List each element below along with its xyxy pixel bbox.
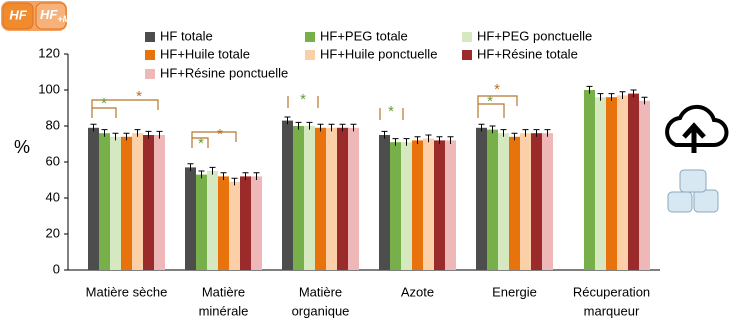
ice-icon [668, 170, 718, 212]
significance-star: * [101, 95, 107, 112]
x-tick-label: minérale [199, 303, 249, 318]
bar [143, 135, 154, 270]
legend-swatch [305, 32, 315, 42]
y-tick-label: 60 [46, 153, 60, 168]
legend-label: HF+Huile ponctuelle [320, 46, 437, 61]
significance-star: * [388, 103, 394, 120]
bar [412, 140, 423, 270]
bar [282, 121, 293, 270]
legend-label: HF totale [160, 28, 213, 43]
legend-label: HF+Résine ponctuelle [160, 65, 288, 80]
bar [229, 182, 240, 270]
significance-star: * [494, 81, 500, 98]
legend-swatch [145, 69, 155, 79]
bar [337, 128, 348, 270]
bar [185, 167, 196, 270]
bar [99, 133, 110, 270]
significance-star: * [198, 135, 204, 152]
x-tick-label: organique [292, 303, 350, 318]
bar [88, 128, 99, 270]
bar [196, 175, 207, 270]
bar [584, 90, 595, 270]
chart: HF HF+M % 020406080100120HF totaleHF+PEG… [0, 0, 729, 319]
bar [207, 171, 218, 270]
legend-swatch [145, 32, 155, 42]
x-tick-label: marqueur [584, 303, 640, 318]
x-tick-label: Energie [492, 284, 537, 299]
bar [348, 128, 359, 270]
bar [218, 176, 229, 270]
legend-swatch [462, 32, 472, 42]
bar [639, 101, 650, 270]
bar [542, 133, 553, 270]
x-tick-label: Matière [299, 284, 342, 299]
legend-label: HF+Résine totale [477, 46, 578, 61]
bar [423, 139, 434, 270]
y-tick-label: 100 [38, 81, 60, 96]
y-tick-label: 40 [46, 189, 60, 204]
bar [121, 137, 132, 270]
bar [487, 130, 498, 270]
bar [132, 133, 143, 270]
bar [445, 140, 456, 270]
significance-star: * [487, 93, 493, 110]
bar [617, 95, 628, 270]
bar [498, 133, 509, 270]
bar [154, 135, 165, 270]
bar [293, 126, 304, 270]
bar [531, 133, 542, 270]
bar [326, 128, 337, 270]
bar [304, 126, 315, 270]
bar [390, 142, 401, 270]
tag-base: HF [40, 7, 58, 22]
bar [315, 128, 326, 270]
bar [251, 176, 262, 270]
legend-label: HF+PEG ponctuelle [477, 28, 592, 43]
bar [379, 135, 390, 270]
legend-swatch [145, 50, 155, 60]
bar [628, 94, 639, 270]
bar [434, 140, 445, 270]
bar [476, 128, 487, 270]
tag-sub: +M [57, 14, 70, 24]
x-tick-label: Récuperation [573, 284, 650, 299]
bar [401, 142, 412, 270]
y-tick-label: 20 [46, 225, 60, 240]
x-tick-label: Matière [202, 284, 245, 299]
significance-star: * [136, 88, 142, 105]
legend-label: HF+PEG totale [320, 28, 408, 43]
tag: HF [9, 7, 27, 22]
bar [595, 97, 606, 270]
bar [110, 137, 121, 270]
significance-star: * [300, 91, 306, 108]
y-tick-label: 120 [38, 45, 60, 60]
y-axis-label: % [14, 137, 30, 157]
y-tick-label: 0 [53, 261, 60, 276]
legend-swatch [305, 50, 315, 60]
x-tick-label: Azote [401, 284, 434, 299]
x-tick-label: Matière sèche [86, 284, 168, 299]
legend-label: HF+Huile totale [160, 46, 250, 61]
bar [520, 133, 531, 270]
y-tick-label: 80 [46, 117, 60, 132]
significance-star: * [217, 126, 223, 143]
legend-swatch [462, 50, 472, 60]
bar [240, 176, 251, 270]
bar [606, 97, 617, 270]
upload-cloud-icon [667, 107, 726, 153]
bar [509, 137, 520, 270]
